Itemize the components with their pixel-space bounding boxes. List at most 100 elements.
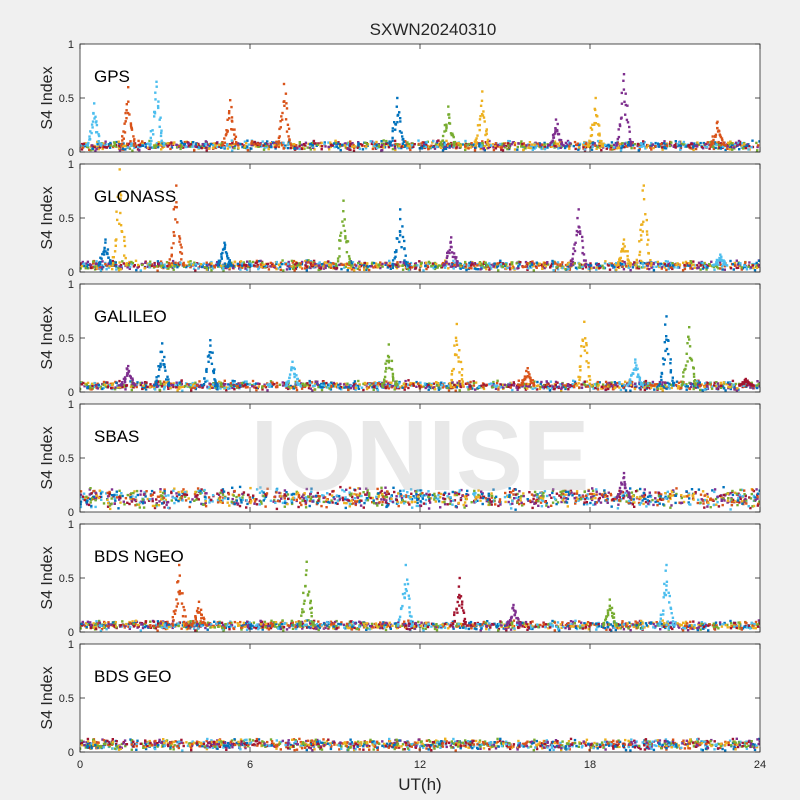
data-point <box>357 261 360 265</box>
data-point <box>486 138 490 142</box>
data-point <box>244 386 248 389</box>
data-point <box>330 143 333 147</box>
data-point <box>261 261 264 265</box>
data-point <box>219 387 222 390</box>
data-point <box>123 144 127 148</box>
data-point <box>223 386 226 390</box>
data-point <box>211 383 215 386</box>
data-point <box>563 385 566 389</box>
data-point <box>489 264 492 268</box>
data-point <box>516 148 519 151</box>
data-point <box>305 269 308 272</box>
data-point <box>538 262 541 265</box>
data-point <box>420 144 423 148</box>
data-point <box>756 145 759 149</box>
data-point <box>232 385 236 388</box>
data-point <box>128 267 131 270</box>
data-point <box>419 381 422 384</box>
data-point <box>688 146 691 149</box>
data-point <box>213 384 217 388</box>
data-point <box>391 136 394 140</box>
data-point <box>540 263 543 266</box>
data-point <box>439 143 442 146</box>
data-point <box>712 147 716 151</box>
data-point <box>275 267 278 271</box>
data-point <box>132 142 136 146</box>
data-point <box>614 383 617 386</box>
data-point <box>149 260 152 263</box>
data-point <box>649 264 652 267</box>
data-point <box>329 141 332 144</box>
data-point <box>131 384 134 387</box>
data-point <box>520 140 523 143</box>
data-point <box>120 383 123 386</box>
data-point <box>678 144 681 147</box>
data-point <box>211 146 215 150</box>
data-point <box>157 141 160 144</box>
data-point <box>363 268 366 272</box>
data-point <box>735 266 738 270</box>
data-point <box>108 265 111 268</box>
data-point <box>342 199 345 202</box>
data-point <box>696 145 699 148</box>
data-point <box>682 261 685 264</box>
data-point <box>395 266 399 270</box>
data-point <box>135 268 138 272</box>
data-point <box>737 388 740 391</box>
data-point <box>379 384 383 388</box>
data-point <box>170 141 173 144</box>
data-point <box>452 252 456 255</box>
data-point <box>690 261 693 265</box>
data-point <box>641 223 644 226</box>
figure-title: SXWN20240310 <box>370 20 497 39</box>
data-point <box>713 268 716 271</box>
data-point <box>396 114 399 117</box>
data-point <box>581 239 584 243</box>
data-point <box>693 266 696 269</box>
data-point <box>620 250 623 253</box>
data-point <box>308 379 311 383</box>
data-point <box>316 380 319 383</box>
data-point <box>272 142 276 145</box>
data-point <box>286 123 290 126</box>
data-point <box>370 142 374 146</box>
data-point <box>513 141 517 145</box>
data-point <box>506 147 509 151</box>
data-point <box>103 145 106 149</box>
data-point <box>711 135 714 138</box>
data-point <box>588 142 591 145</box>
data-point <box>620 146 623 150</box>
data-point <box>372 261 376 265</box>
data-point <box>197 267 200 270</box>
data-point <box>396 237 399 240</box>
data-point <box>201 386 204 389</box>
data-point <box>216 386 219 389</box>
data-point <box>125 374 129 377</box>
data-point <box>159 265 162 268</box>
data-point <box>295 144 298 147</box>
data-point <box>205 268 209 271</box>
data-point <box>120 230 123 233</box>
data-point <box>591 123 594 126</box>
data-point <box>191 145 194 148</box>
data-point <box>712 138 715 142</box>
data-point <box>655 383 659 386</box>
data-point <box>464 260 467 264</box>
data-point <box>327 383 330 386</box>
data-point <box>448 262 451 266</box>
data-point <box>316 383 319 386</box>
data-point <box>131 149 134 152</box>
data-point <box>448 251 451 255</box>
data-point <box>541 264 544 268</box>
data-point <box>219 381 222 384</box>
data-point <box>401 145 404 148</box>
data-point <box>745 268 749 271</box>
data-point <box>300 383 304 386</box>
data-point <box>224 134 228 137</box>
data-point <box>710 260 713 263</box>
data-point <box>483 261 487 265</box>
data-point <box>651 143 654 146</box>
data-point <box>383 379 386 383</box>
data-point <box>401 268 405 271</box>
data-point <box>606 383 610 387</box>
